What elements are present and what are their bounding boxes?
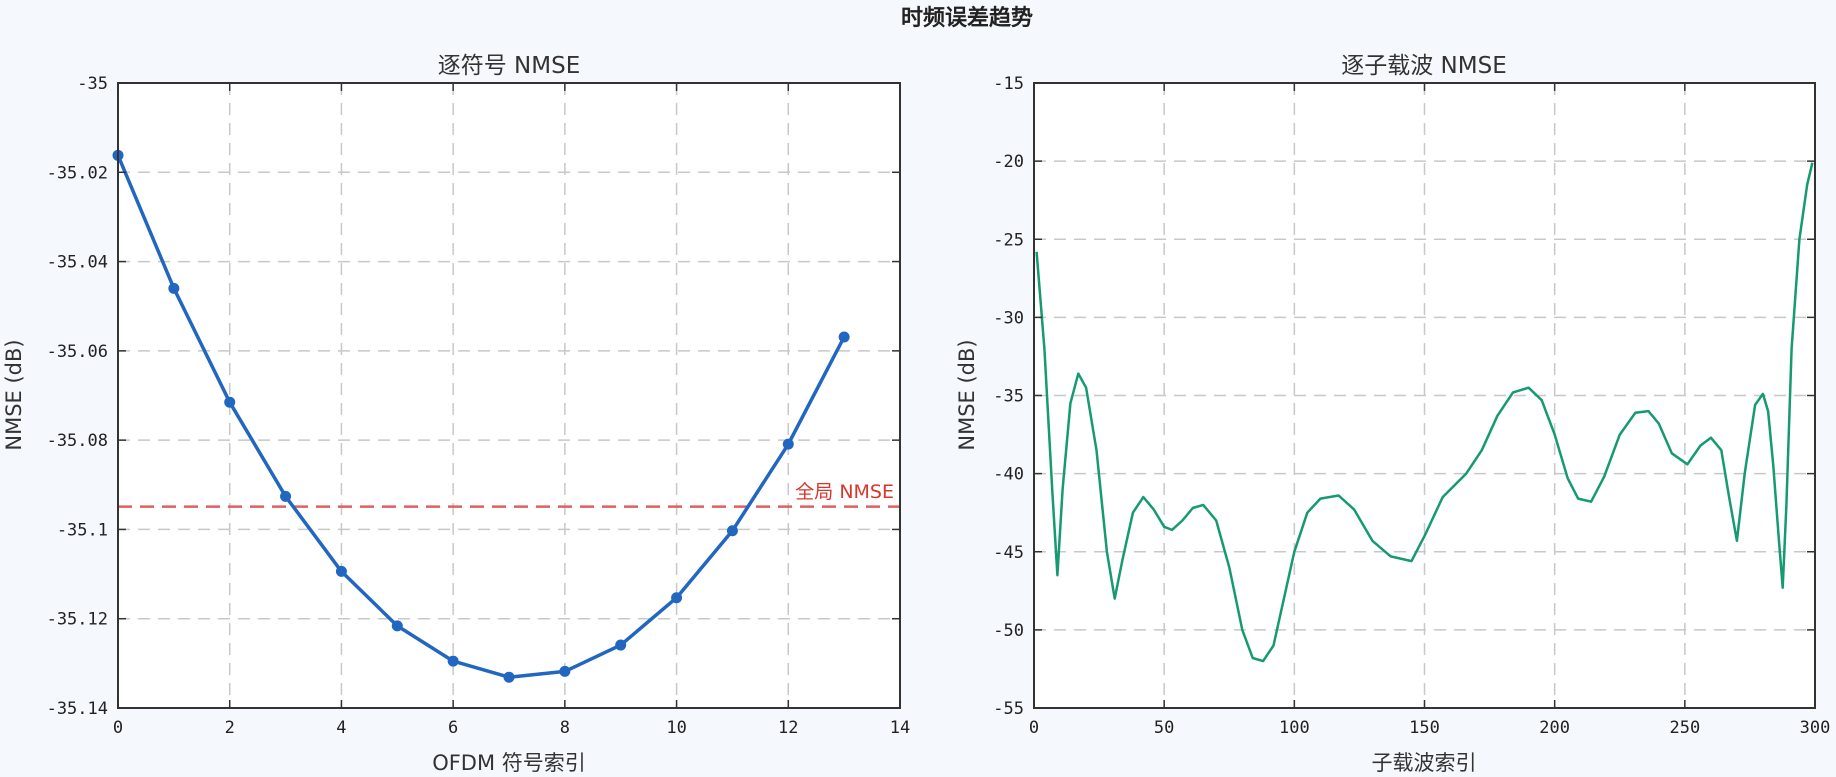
data-point-marker [391, 620, 403, 632]
y-tick-label: -40 [993, 465, 1024, 485]
data-point-marker [838, 331, 850, 343]
y-tick-label: -30 [993, 308, 1024, 328]
plot-area [118, 83, 900, 708]
symbol-nmse-title: 逐符号 NMSE [438, 53, 581, 79]
y-tick-label: -20 [993, 152, 1024, 172]
data-point-marker [782, 438, 794, 450]
subcarrier-nmse-plot: 0 50 100 150 200 250 300 -15 -20 -25 -30 -35 -40 -45 -… [955, 53, 1830, 775]
figure-title: 时频误差趋势 [901, 5, 1033, 31]
x-tick-label: 150 [1409, 718, 1440, 738]
x-tick-label: 50 [1154, 718, 1174, 738]
y-axis-label: NMSE (dB) [2, 339, 26, 450]
x-tick-label: 250 [1669, 718, 1700, 738]
subcarrier-nmse-series [1035, 162, 1814, 663]
axis-ticks: 0 50 100 150 200 250 300 -15 -20 -25 -30 -35 -40 -45 -… [993, 74, 1830, 738]
x-tick-label: 6 [448, 718, 458, 738]
global-nmse-label: 全局 NMSE [795, 481, 894, 503]
y-tick-label: -35 [993, 387, 1024, 407]
axis-ticks: 0 2 4 6 8 10 12 14 -35 -35.02 -35.04 -35.06 -35.08 -3… [47, 74, 911, 738]
symbol-nmse-plot: 0 2 4 6 8 10 12 14 -35 -35.02 -35.04 -35.06 -35.08 -3… [2, 53, 910, 775]
x-axis-label: 子载波索引 [1372, 751, 1477, 775]
symbol-nmse-series [112, 149, 850, 683]
data-point-marker [447, 655, 459, 667]
data-point-marker [168, 282, 180, 294]
y-tick-label: -35.02 [47, 163, 108, 183]
y-axis-label: NMSE (dB) [955, 339, 979, 450]
x-axis-label: OFDM 符号索引 [432, 751, 586, 775]
data-line [1035, 162, 1814, 663]
data-point-marker [335, 565, 347, 577]
data-point-marker [559, 665, 571, 677]
x-tick-label: 0 [1029, 718, 1039, 738]
y-tick-label: -50 [993, 621, 1024, 641]
x-tick-label: 8 [560, 718, 570, 738]
y-tick-label: -35.1 [57, 520, 108, 540]
data-point-marker [726, 525, 738, 537]
y-tick-label: -15 [993, 74, 1024, 94]
y-tick-label: -35 [77, 74, 108, 94]
x-tick-label: 12 [778, 718, 798, 738]
y-tick-label: -55 [993, 699, 1024, 719]
x-tick-label: 100 [1279, 718, 1310, 738]
y-tick-label: -35.14 [47, 699, 108, 719]
x-tick-label: 14 [890, 718, 910, 738]
x-tick-label: 4 [336, 718, 346, 738]
data-point-marker [503, 671, 515, 683]
y-tick-label: -35.04 [47, 253, 108, 273]
axes-frame [117, 82, 901, 709]
x-tick-label: 10 [666, 718, 686, 738]
x-tick-label: 0 [113, 718, 123, 738]
data-point-marker [224, 396, 236, 408]
x-tick-label: 2 [225, 718, 235, 738]
data-point-marker [615, 639, 627, 651]
y-tick-label: -25 [993, 230, 1024, 250]
data-point-marker [280, 490, 292, 502]
x-tick-label: 200 [1539, 718, 1570, 738]
y-tick-label: -35.06 [47, 342, 108, 362]
data-point-marker [671, 592, 683, 604]
y-tick-label: -35.08 [47, 431, 108, 451]
grid-lines [1034, 83, 1815, 708]
y-tick-label: -35.12 [47, 610, 108, 630]
data-line [116, 154, 846, 679]
grid-lines [118, 83, 900, 708]
x-tick-label: 300 [1800, 718, 1831, 738]
y-tick-label: -45 [993, 543, 1024, 563]
subcarrier-nmse-title: 逐子载波 NMSE [1341, 53, 1507, 79]
